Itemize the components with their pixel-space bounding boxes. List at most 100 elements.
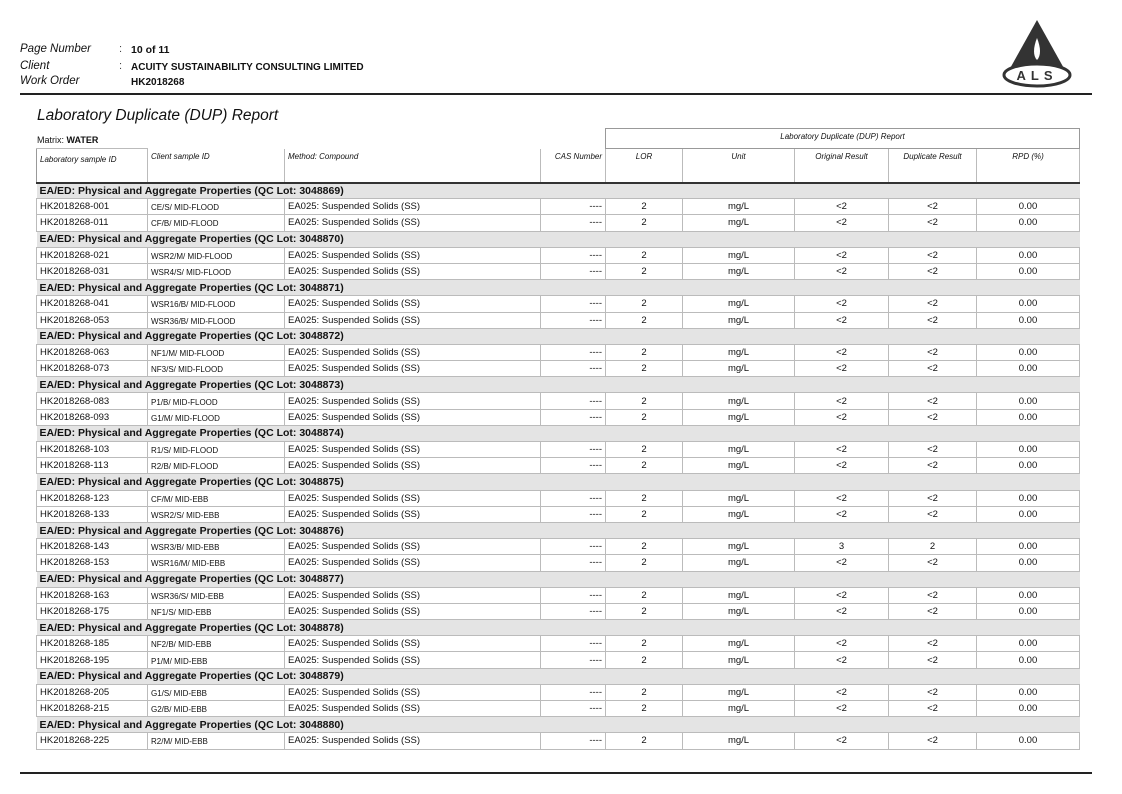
client-sample-id-cell: NF3/S/ MID-FLOOD: [147, 360, 285, 378]
method-cell: EA025: Suspended Solids (SS): [284, 505, 541, 523]
duplicate-result-cell: <2: [888, 311, 977, 329]
matrix: Matrix: WATER: [37, 135, 98, 145]
colon: :: [119, 43, 123, 55]
qc-lot-title: EA/ED: Physical and Aggregate Properties…: [36, 327, 1080, 345]
footer-divider: [20, 772, 1092, 774]
duplicate-result-cell: <2: [888, 392, 977, 410]
qc-lot-group-header: EA/ED: Physical and Aggregate Properties…: [36, 279, 1080, 297]
cas-number-cell: ----: [540, 343, 606, 362]
method-cell: EA025: Suspended Solids (SS): [284, 360, 541, 378]
method-cell: EA025: Suspended Solids (SS): [284, 554, 541, 572]
lor-cell: 2: [605, 214, 683, 232]
rpd-cell: 0.00: [975, 392, 1081, 410]
duplicate-result-cell: <2: [888, 262, 977, 281]
cas-number-cell: ----: [540, 198, 606, 216]
lab-sample-id-cell: HK2018268-175: [36, 602, 148, 621]
cas-number-cell: ----: [540, 505, 606, 523]
report-title: Laboratory Duplicate (DUP) Report: [37, 107, 279, 124]
method-cell: EA025: Suspended Solids (SS): [284, 635, 541, 653]
duplicate-result-cell: <2: [888, 408, 977, 426]
unit-cell: mg/L: [682, 295, 795, 313]
lor-cell: 2: [605, 586, 683, 604]
als-logo: ALS: [1002, 20, 1072, 88]
client-sample-id-cell: WSR3/B/ MID-EBB: [147, 538, 285, 556]
duplicate-result-cell: <2: [888, 457, 977, 475]
cas-number-cell: ----: [540, 732, 606, 750]
unit-cell: mg/L: [682, 699, 795, 718]
table-row: HK2018268-113 R2/B/ MID-FLOOD EA025: Suspe…: [36, 457, 1081, 475]
lab-sample-id-cell: HK2018268-093: [36, 408, 148, 426]
client-sample-id-cell: NF1/M/ MID-FLOOD: [147, 343, 285, 362]
lab-sample-id-cell: HK2018268-143: [36, 538, 148, 556]
lor-cell: 2: [605, 440, 683, 459]
original-result-cell: <2: [794, 683, 889, 702]
qc-lot-title: EA/ED: Physical and Aggregate Properties…: [36, 521, 1080, 540]
method-cell: EA025: Suspended Solids (SS): [284, 440, 541, 459]
table-row: HK2018268-123 CF/M/ MID-EBB EA025: Suspend…: [36, 489, 1081, 507]
client-sample-id-cell: G1/S/ MID-EBB: [147, 683, 285, 702]
unit-cell: mg/L: [682, 343, 795, 362]
table-row: HK2018268-133 WSR2/S/ MID-EBB EA025: Suspe…: [36, 505, 1081, 523]
client-sample-id-cell: WSR4/S/ MID-FLOOD: [147, 262, 285, 281]
work-order-label: Work Order: [20, 75, 80, 87]
unit-cell: mg/L: [682, 311, 795, 329]
table-row: HK2018268-041 WSR16/B/ MID-FLOOD EA025: Su…: [36, 295, 1081, 313]
unit-cell: mg/L: [682, 457, 795, 475]
rpd-cell: 0.00: [975, 651, 1081, 669]
lab-sample-id-cell: HK2018268-163: [36, 586, 148, 604]
duplicate-result-cell: <2: [888, 360, 977, 378]
method-cell: EA025: Suspended Solids (SS): [284, 683, 541, 702]
method-header: Method: Compound: [284, 148, 541, 184]
client-sample-id-cell: WSR2/M/ MID-FLOOD: [147, 246, 285, 264]
duplicate-result-cell: <2: [888, 554, 977, 572]
original-result-cell: <2: [794, 554, 889, 572]
original-result-cell: <2: [794, 489, 889, 507]
client-sample-id-cell: P1/M/ MID-EBB: [147, 651, 285, 669]
duplicate-result-cell: <2: [888, 586, 977, 604]
table-row: HK2018268-185 NF2/B/ MID-EBB EA025: Suspen…: [36, 635, 1081, 653]
unit-cell: mg/L: [682, 246, 795, 264]
original-result-cell: <2: [794, 214, 889, 232]
lab-sample-id-cell: HK2018268-053: [36, 311, 148, 329]
cas-number-cell: ----: [540, 295, 606, 313]
matrix-label: Matrix:: [37, 135, 64, 145]
table-row: HK2018268-063 NF1/M/ MID-FLOOD EA025: Susp…: [36, 343, 1081, 362]
rpd-cell: 0.00: [975, 214, 1081, 232]
original-result-cell: <2: [794, 392, 889, 410]
table-row: HK2018268-205 G1/S/ MID-EBB EA025: Suspend…: [36, 683, 1081, 702]
cas-number-header: CAS Number: [540, 148, 606, 184]
lab-sample-id-cell: HK2018268-103: [36, 440, 148, 459]
qc-lot-group-header: EA/ED: Physical and Aggregate Properties…: [36, 619, 1080, 637]
duplicate-result-cell: <2: [888, 295, 977, 313]
rpd-cell: 0.00: [975, 311, 1081, 329]
header-divider: [20, 93, 1092, 95]
client-sample-id-cell: CE/S/ MID-FLOOD: [147, 198, 285, 216]
client-sample-id-header: Client sample ID: [147, 148, 285, 184]
lor-cell: 2: [605, 554, 683, 572]
lab-sample-id-cell: HK2018268-205: [36, 683, 148, 702]
cas-number-cell: ----: [540, 246, 606, 264]
method-cell: EA025: Suspended Solids (SS): [284, 651, 541, 669]
duplicate-result-cell: <2: [888, 198, 977, 216]
original-result-cell: <2: [794, 440, 889, 459]
method-cell: EA025: Suspended Solids (SS): [284, 295, 541, 313]
lor-cell: 2: [605, 457, 683, 475]
lor-cell: 2: [605, 246, 683, 264]
rpd-cell: 0.00: [975, 635, 1081, 653]
page-number-value: 10 of 11: [131, 44, 170, 56]
unit-cell: mg/L: [682, 554, 795, 572]
lor-cell: 2: [605, 343, 683, 362]
original-result-cell: <2: [794, 586, 889, 604]
original-result-cell: <2: [794, 699, 889, 718]
duplicate-result-cell: 2: [888, 538, 977, 556]
unit-cell: mg/L: [682, 198, 795, 216]
client-sample-id-cell: WSR2/S/ MID-EBB: [147, 505, 285, 523]
rpd-cell: 0.00: [975, 538, 1081, 556]
original-result-cell: <2: [794, 262, 889, 281]
colon: :: [119, 60, 123, 72]
unit-cell: mg/L: [682, 651, 795, 669]
cas-number-cell: ----: [540, 457, 606, 475]
lor-cell: 2: [605, 311, 683, 329]
lab-sample-id-cell: HK2018268-113: [36, 457, 148, 475]
rpd-cell: 0.00: [975, 699, 1081, 718]
